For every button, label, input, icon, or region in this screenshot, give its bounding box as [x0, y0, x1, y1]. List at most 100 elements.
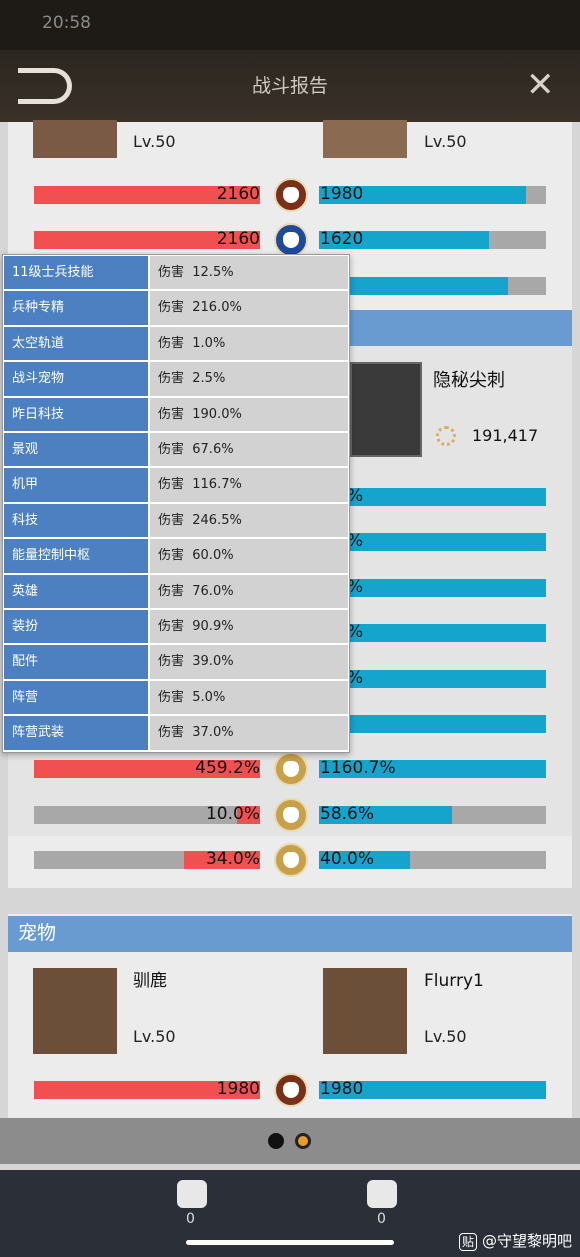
- popup-value: 伤害 246.5%: [158, 512, 242, 528]
- page-dot[interactable]: [295, 1133, 311, 1149]
- bar-fill-blue: [319, 1081, 546, 1099]
- popup-label: 太空轨道: [12, 335, 65, 351]
- power-icon: [436, 426, 456, 446]
- popup-value-cell: [150, 433, 348, 467]
- stat-left: 1980: [216, 1079, 260, 1099]
- popup-label: 阵营: [12, 689, 39, 705]
- popup-label: 配件: [12, 654, 39, 670]
- popup-label-cell: [4, 716, 148, 750]
- popup-label: 能量控制中枢: [12, 548, 91, 564]
- bar-fill-red: [184, 851, 260, 869]
- pet-avatar: [33, 120, 117, 158]
- popup-value: 伤害 116.7%: [158, 477, 242, 493]
- popup-label: 英雄: [12, 583, 39, 599]
- popup-label: 兵种专精: [12, 300, 65, 316]
- watermark: @守望黎明吧: [482, 1232, 573, 1250]
- popup-value: 伤害 2.5%: [158, 371, 226, 387]
- level: Lv.50: [133, 132, 176, 151]
- stat-right: 1620: [320, 229, 364, 249]
- popup-label-cell: [4, 362, 148, 396]
- stat-left: 2160: [216, 229, 260, 249]
- popup-value-cell: [150, 610, 348, 644]
- popup-value: 伤害 60.0%: [158, 548, 234, 564]
- popup-label-cell: [4, 468, 148, 502]
- like-button[interactable]: [177, 1180, 207, 1208]
- popup-label-cell: [4, 610, 148, 644]
- popup-value: 伤害 76.0%: [158, 583, 234, 599]
- page-dot[interactable]: [268, 1133, 284, 1149]
- popup-value-cell: [150, 645, 348, 679]
- stat-icon: [274, 1073, 308, 1107]
- popup-value: 伤害 5.0%: [158, 689, 226, 705]
- popup-value-cell: [150, 291, 348, 325]
- popup-value-cell: [150, 503, 348, 538]
- level: Lv.50: [133, 1027, 176, 1046]
- close-button[interactable]: ✕: [526, 65, 555, 105]
- bar-fill-red: [34, 760, 260, 778]
- popup-value-cell: [150, 362, 348, 396]
- popup-label: 科技: [12, 512, 39, 528]
- section-title: 宠物: [18, 922, 57, 944]
- popup-value-cell: [150, 256, 348, 290]
- popup-label: 景观: [12, 442, 39, 457]
- pet-avatar: [33, 968, 117, 1054]
- hero-avatar: [350, 362, 422, 457]
- stat-icon-glyph: [283, 1082, 299, 1098]
- stat-left: 34.0%: [205, 849, 260, 869]
- bar-fill-blue: [319, 488, 546, 506]
- stat-icon-glyph: [283, 187, 299, 203]
- popup-value-cell: [150, 574, 348, 608]
- level: Lv.50: [424, 132, 467, 151]
- stat-icon-glyph: [283, 761, 299, 777]
- clock: 20:58: [42, 13, 91, 33]
- popup-label-cell: [4, 256, 148, 290]
- popup-label-cell: [4, 680, 148, 715]
- popup-value-cell: [150, 397, 348, 431]
- popup-label: 装扮: [12, 619, 39, 634]
- popup-value: 伤害 1.0%: [158, 335, 226, 351]
- popup-label-cell: [4, 433, 148, 467]
- popup-value: 伤害 190.0%: [158, 406, 242, 422]
- popup-label-cell: [4, 503, 148, 538]
- stat-icon-glyph: [283, 232, 299, 248]
- bar-fill-blue: [319, 579, 546, 597]
- bar-fill-blue: [319, 851, 410, 869]
- header: [0, 50, 580, 122]
- popup-label: 机甲: [12, 477, 39, 493]
- dislike-count: 0: [377, 1211, 386, 1227]
- back-button[interactable]: [18, 68, 72, 104]
- popup-label-cell: [4, 539, 148, 573]
- popup-label-cell: [4, 574, 148, 608]
- pet-name: 驯鹿: [133, 971, 167, 991]
- home-indicator: [186, 1240, 394, 1245]
- hero-power: 191,417: [472, 426, 539, 445]
- stat-right: 1980: [320, 184, 364, 204]
- popup-value: 伤害 90.9%: [158, 619, 234, 634]
- hero-name: 隐秘尖刺: [433, 370, 505, 391]
- pager: [0, 1118, 580, 1164]
- stat-left: 10.0%: [205, 804, 260, 824]
- popup-value: 伤害 12.5%: [158, 265, 234, 280]
- level: Lv.50: [424, 1027, 467, 1046]
- dislike-button[interactable]: [367, 1180, 397, 1208]
- popup-label-cell: [4, 397, 148, 431]
- popup-value-cell: [150, 468, 348, 502]
- bar-fill-red: [237, 806, 260, 824]
- bar-fill-blue: [319, 533, 546, 551]
- stat-left: 459.2%: [195, 758, 260, 778]
- popup-label-cell: [4, 326, 148, 361]
- like-count: 0: [186, 1211, 195, 1227]
- popup-label: 阵营武装: [12, 725, 65, 741]
- section-band: [8, 916, 572, 952]
- popup-label: 战斗宠物: [12, 371, 65, 387]
- bar-fill-red: [34, 231, 260, 249]
- pet-avatar: [323, 120, 407, 158]
- badge: 贴: [459, 1233, 477, 1251]
- bar-fill-blue: [319, 760, 546, 778]
- popup-value-cell: [150, 326, 348, 361]
- stat-right: 1980: [320, 1079, 364, 1099]
- stat-right: 40.0%: [320, 849, 375, 869]
- bar-fill-blue: [319, 670, 546, 688]
- bar-fill-blue: [319, 186, 526, 204]
- popup-value-cell: [150, 680, 348, 715]
